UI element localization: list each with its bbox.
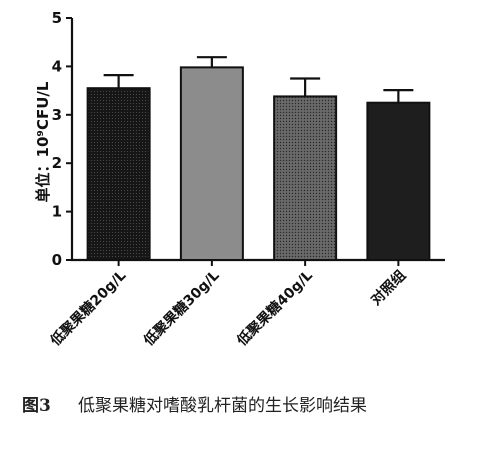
x-tick-labels: 低聚果糖20g/L 低聚果糖30g/L 低聚果糖40g/L 对照组 [46,267,409,350]
x-tick-label: 低聚果糖30g/L [140,267,223,350]
figure-caption-text: 低聚果糖对嗜酸乳杆菌的生长影响结果 [78,396,367,416]
y-tick-label: 1 [52,203,62,221]
x-tick-label: 对照组 [367,267,409,309]
figure-caption-label: 图3 [22,396,51,416]
y-axis-label: 单位：10⁹CFU/L [34,81,52,202]
y-tick-label: 2 [52,154,62,172]
x-tick-label: 低聚果糖40g/L [233,267,316,350]
x-tick-label: 低聚果糖20g/L [46,267,129,350]
y-tick-label: 3 [52,106,62,124]
error-bars-group [103,56,414,103]
y-tick-label: 5 [52,9,62,27]
bar [179,66,244,261]
bars-group [86,66,431,262]
bar [86,87,151,262]
y-tick-label: 0 [52,251,62,269]
y-axis: 0 1 2 3 4 5 [52,9,74,269]
bar [366,101,431,261]
y-tick-label: 4 [52,57,62,75]
bar [273,95,338,261]
